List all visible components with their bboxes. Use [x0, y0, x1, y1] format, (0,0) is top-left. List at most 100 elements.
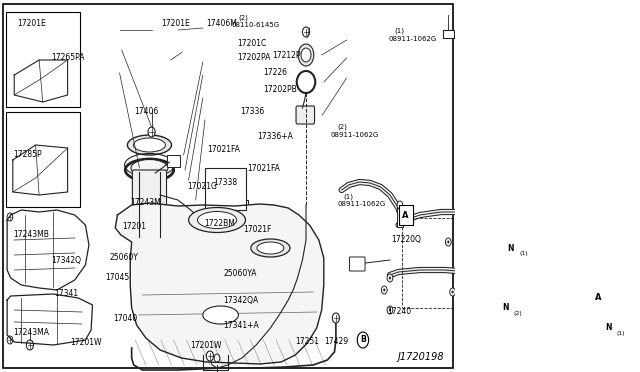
- Ellipse shape: [133, 138, 166, 152]
- Text: B: B: [360, 336, 366, 344]
- Text: 17338: 17338: [213, 178, 237, 187]
- Text: N: N: [605, 324, 612, 333]
- Ellipse shape: [139, 230, 160, 240]
- Text: 25060Y: 25060Y: [109, 253, 138, 262]
- Circle shape: [381, 286, 387, 294]
- Text: 17201W: 17201W: [190, 341, 222, 350]
- Text: 17240: 17240: [387, 307, 412, 316]
- Circle shape: [206, 351, 214, 361]
- Text: (1): (1): [343, 193, 353, 200]
- Text: A: A: [403, 211, 409, 219]
- Circle shape: [447, 241, 449, 244]
- Ellipse shape: [516, 68, 559, 88]
- Text: 17406M: 17406M: [206, 19, 237, 28]
- Circle shape: [504, 239, 517, 257]
- Bar: [444, 30, 454, 38]
- Ellipse shape: [139, 232, 160, 242]
- Text: 1722BM: 1722BM: [204, 219, 235, 228]
- Circle shape: [148, 127, 155, 137]
- Text: 17212P: 17212P: [273, 51, 301, 60]
- Polygon shape: [511, 76, 561, 365]
- Text: 17342QA: 17342QA: [223, 296, 259, 305]
- Circle shape: [214, 354, 220, 362]
- Text: 17243MA: 17243MA: [13, 328, 49, 337]
- Circle shape: [452, 291, 454, 294]
- Ellipse shape: [508, 37, 517, 47]
- Text: (1): (1): [520, 251, 528, 257]
- Text: 17202PB: 17202PB: [263, 85, 297, 94]
- Ellipse shape: [127, 135, 172, 155]
- Text: N: N: [508, 244, 514, 253]
- Ellipse shape: [257, 242, 284, 254]
- Ellipse shape: [198, 212, 237, 228]
- Circle shape: [387, 274, 393, 282]
- Bar: [397, 205, 403, 227]
- Text: 08911-1062G: 08911-1062G: [331, 132, 379, 138]
- Circle shape: [602, 319, 615, 337]
- Text: (2): (2): [337, 124, 347, 131]
- FancyBboxPatch shape: [132, 170, 166, 239]
- Circle shape: [389, 276, 391, 279]
- Text: 17336+A: 17336+A: [257, 132, 293, 141]
- Bar: [6, 12, 81, 107]
- Ellipse shape: [532, 81, 557, 109]
- Text: 17040: 17040: [113, 314, 137, 323]
- Ellipse shape: [301, 48, 311, 62]
- Ellipse shape: [525, 74, 564, 116]
- Text: A: A: [595, 294, 601, 302]
- Circle shape: [383, 289, 385, 292]
- Ellipse shape: [131, 160, 168, 176]
- Circle shape: [387, 306, 393, 314]
- Text: 17265PA: 17265PA: [51, 53, 84, 62]
- Ellipse shape: [203, 306, 238, 324]
- Text: 25060YA: 25060YA: [223, 269, 257, 278]
- Bar: [591, 288, 605, 308]
- Text: 17045: 17045: [105, 273, 129, 282]
- FancyBboxPatch shape: [210, 216, 237, 245]
- Circle shape: [389, 308, 391, 311]
- Text: 17406: 17406: [134, 107, 159, 116]
- Text: 08911-1062G: 08911-1062G: [388, 36, 436, 42]
- Text: 17226: 17226: [263, 68, 287, 77]
- Bar: [205, 168, 246, 210]
- Text: (2): (2): [239, 15, 248, 21]
- Text: (1): (1): [394, 27, 404, 34]
- Text: 17243MB: 17243MB: [13, 230, 49, 239]
- Ellipse shape: [189, 208, 246, 232]
- Circle shape: [445, 238, 451, 246]
- Text: 17201C: 17201C: [237, 39, 266, 48]
- Text: 17201W: 17201W: [70, 338, 102, 347]
- Text: 17341+A: 17341+A: [223, 321, 259, 330]
- Ellipse shape: [125, 159, 173, 181]
- Ellipse shape: [195, 212, 201, 218]
- Polygon shape: [115, 203, 324, 364]
- Text: 17429: 17429: [324, 337, 348, 346]
- Text: 17220Q: 17220Q: [391, 235, 420, 244]
- Text: N: N: [502, 304, 509, 312]
- Text: 08110-6145G: 08110-6145G: [232, 22, 280, 28]
- Text: 17021F: 17021F: [244, 225, 272, 234]
- Text: 17251: 17251: [295, 337, 319, 346]
- Text: 17201E: 17201E: [17, 19, 46, 28]
- FancyBboxPatch shape: [349, 257, 365, 271]
- Circle shape: [357, 332, 369, 348]
- Text: (1): (1): [617, 331, 626, 337]
- Text: 17202PA: 17202PA: [237, 53, 270, 62]
- Text: (2): (2): [514, 311, 522, 317]
- Ellipse shape: [251, 239, 290, 257]
- Circle shape: [303, 27, 310, 37]
- Text: 17021FA: 17021FA: [247, 164, 280, 173]
- Circle shape: [450, 288, 456, 296]
- Circle shape: [7, 336, 13, 344]
- FancyBboxPatch shape: [296, 106, 314, 124]
- Ellipse shape: [297, 71, 316, 93]
- Bar: [205, 200, 248, 255]
- Text: 08911-1062G: 08911-1062G: [337, 201, 385, 207]
- Circle shape: [397, 201, 403, 209]
- Text: 17021FA: 17021FA: [207, 145, 241, 154]
- Bar: [167, 155, 180, 167]
- Text: 17021G: 17021G: [188, 182, 218, 191]
- Ellipse shape: [298, 44, 314, 66]
- Circle shape: [7, 213, 13, 221]
- Circle shape: [332, 313, 339, 323]
